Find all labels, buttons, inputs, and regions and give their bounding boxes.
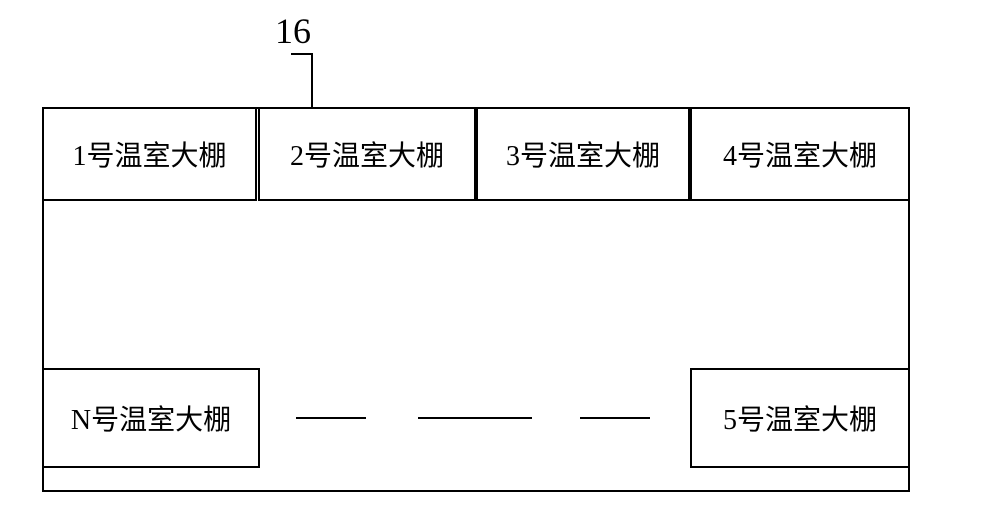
greenhouse-cell-label: N号温室大棚 [71, 398, 231, 438]
greenhouse-cell: 2号温室大棚 [258, 107, 476, 201]
ellipsis-dash [580, 417, 650, 419]
greenhouse-cell: 5号温室大棚 [690, 368, 910, 468]
greenhouse-cell-label: 5号温室大棚 [723, 398, 877, 438]
greenhouse-cell-label: 3号温室大棚 [506, 134, 660, 174]
greenhouse-cell-label: 4号温室大棚 [723, 134, 877, 174]
greenhouse-cell-label: 1号温室大棚 [72, 134, 226, 174]
greenhouse-cell-label: 2号温室大棚 [290, 134, 444, 174]
greenhouse-cell: N号温室大棚 [42, 368, 260, 468]
greenhouse-cell: 3号温室大棚 [476, 107, 690, 201]
callout-line-horizontal [291, 53, 313, 55]
ellipsis-dash [418, 417, 532, 419]
ellipsis-dash [296, 417, 366, 419]
greenhouse-cell: 1号温室大棚 [42, 107, 257, 201]
callout-line-vertical [311, 53, 313, 107]
callout-label: 16 [275, 10, 311, 52]
greenhouse-cell: 4号温室大棚 [690, 107, 910, 201]
